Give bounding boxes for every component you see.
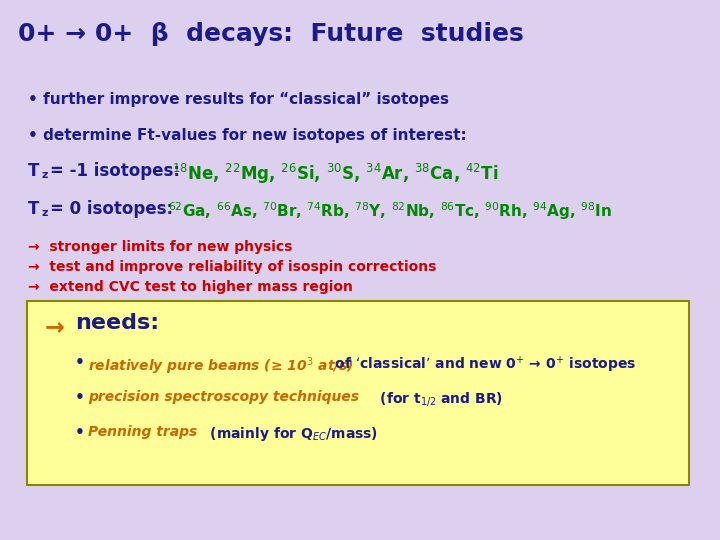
Text: T: T (28, 200, 40, 218)
Text: •: • (75, 425, 85, 440)
Text: • further improve results for “classical” isotopes: • further improve results for “classical… (28, 92, 449, 107)
Text: Penning traps: Penning traps (88, 425, 197, 439)
Text: of ‘classical’ and new 0$^{+}$ → 0$^{+}$ isotopes: of ‘classical’ and new 0$^{+}$ → 0$^{+}$… (330, 355, 636, 375)
Text: = -1 isotopes:: = -1 isotopes: (50, 162, 180, 180)
Text: (for t$_{1/2}$ and BR): (for t$_{1/2}$ and BR) (370, 390, 503, 408)
Text: T: T (28, 162, 40, 180)
Text: →: → (45, 315, 65, 339)
Text: needs:: needs: (75, 313, 159, 333)
Text: $^{62}$Ga, $^{66}$As, $^{70}$Br, $^{74}$Rb, $^{78}$Y, $^{82}$Nb, $^{86}$Tc, $^{9: $^{62}$Ga, $^{66}$As, $^{70}$Br, $^{74}$… (168, 200, 612, 222)
Text: • determine Ft-values for new isotopes of interest:: • determine Ft-values for new isotopes o… (28, 128, 467, 143)
Text: •: • (75, 390, 85, 405)
Text: $^{18}$Ne, $^{22}$Mg, $^{26}$Si, $^{30}$S, $^{34}$Ar, $^{38}$Ca, $^{42}$Ti: $^{18}$Ne, $^{22}$Mg, $^{26}$Si, $^{30}$… (172, 162, 498, 186)
Text: →  test and improve reliability of isospin corrections: → test and improve reliability of isospi… (28, 260, 436, 274)
Text: z: z (42, 208, 48, 218)
Text: 0+ → 0+  β  decays:  Future  studies: 0+ → 0+ β decays: Future studies (18, 22, 523, 46)
Text: →  stronger limits for new physics: → stronger limits for new physics (28, 240, 292, 254)
Text: relatively pure beams (≥ 10$^{3}$ at/s): relatively pure beams (≥ 10$^{3}$ at/s) (88, 355, 354, 376)
FancyBboxPatch shape (27, 301, 689, 485)
Text: z: z (42, 170, 48, 180)
Text: = 0 isotopes:: = 0 isotopes: (50, 200, 173, 218)
Text: →  extend CVC test to higher mass region: → extend CVC test to higher mass region (28, 280, 353, 294)
Text: (mainly for Q$_{EC}$/mass): (mainly for Q$_{EC}$/mass) (200, 425, 378, 443)
Text: precision spectroscopy techniques: precision spectroscopy techniques (88, 390, 359, 404)
Text: •: • (75, 355, 85, 370)
